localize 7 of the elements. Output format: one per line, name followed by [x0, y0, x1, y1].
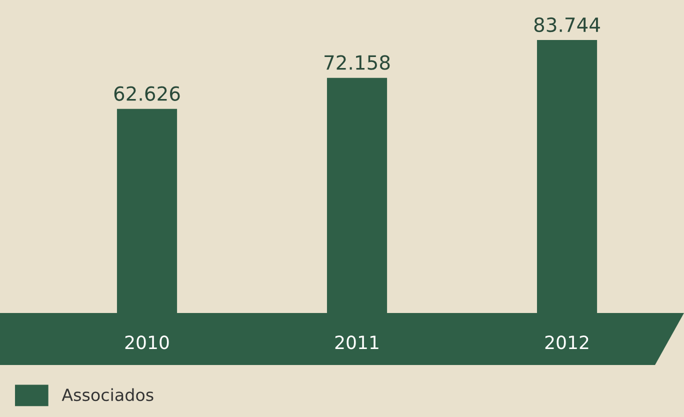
x-tick-label: 2012 — [545, 336, 588, 350]
data-label: 83.744 — [534, 17, 600, 32]
x-tick-label: 2011 — [335, 336, 378, 350]
data-label: 72.158 — [324, 55, 390, 70]
data-label: 62.626 — [114, 86, 180, 101]
legend-label: Associados — [62, 388, 154, 402]
x-tick-label: 2010 — [125, 336, 169, 350]
